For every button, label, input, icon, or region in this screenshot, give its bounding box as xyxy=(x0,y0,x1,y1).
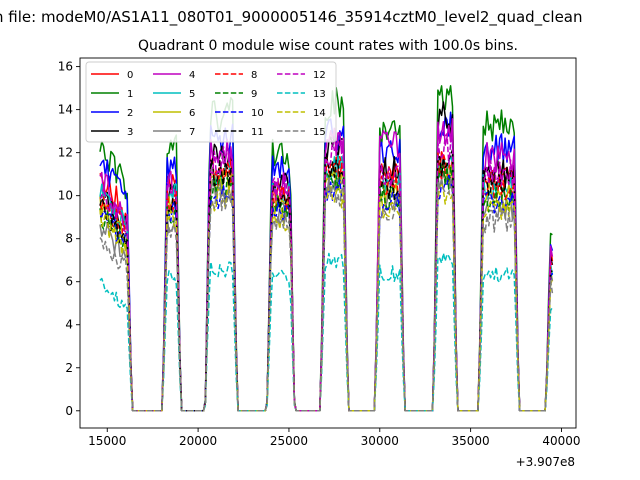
legend-label-1: 1 xyxy=(127,89,133,100)
y-tick-label: 6 xyxy=(65,275,73,289)
legend-label-8: 8 xyxy=(251,70,257,81)
x-tick-label: 15000 xyxy=(88,434,126,448)
y-tick-label: 16 xyxy=(58,60,73,74)
legend-label-10: 10 xyxy=(251,108,264,119)
series-layer xyxy=(99,85,554,412)
legend-label-6: 6 xyxy=(189,108,195,119)
x-tick-label: 20000 xyxy=(179,434,217,448)
plot-frame xyxy=(79,57,577,429)
x-tick-label: 30000 xyxy=(361,434,399,448)
legend-label-15: 15 xyxy=(313,127,326,138)
x-offset-label: +3.907e8 xyxy=(516,455,575,469)
series-line-9 xyxy=(99,162,554,412)
y-tick-label: 4 xyxy=(65,318,73,332)
x-tick-label: 35000 xyxy=(452,434,490,448)
x-tick-label: 25000 xyxy=(270,434,308,448)
y-tick-label: 14 xyxy=(58,103,73,117)
chart-title: Quadrant 0 module wise count rates with … xyxy=(138,38,518,54)
legend-label-0: 0 xyxy=(127,70,133,81)
legend-frame xyxy=(85,61,337,143)
legend-label-4: 4 xyxy=(189,70,195,81)
legend-label-5: 5 xyxy=(189,89,195,100)
legend-label-9: 9 xyxy=(251,89,257,100)
y-tick-label: 8 xyxy=(65,232,73,246)
legend-label-13: 13 xyxy=(313,89,326,100)
y-tick-label: 2 xyxy=(65,361,73,375)
series-line-14 xyxy=(99,181,554,412)
legend-label-2: 2 xyxy=(127,108,133,119)
legend-label-3: 3 xyxy=(127,127,133,138)
y-tick-label: 12 xyxy=(58,146,73,160)
legend-label-12: 12 xyxy=(313,70,326,81)
x-tick-label: 40000 xyxy=(542,434,580,448)
series-line-11 xyxy=(99,149,553,412)
legend-label-14: 14 xyxy=(313,108,326,119)
series-line-15 xyxy=(99,177,554,412)
axes-layer: 15000 20000 25000 30000 35000 400000246810121… xyxy=(58,60,581,448)
y-tick-label: 10 xyxy=(58,189,73,203)
figure-suptitle: n file: modeM0/AS1A11_080T01_9000005146_… xyxy=(0,8,583,27)
legend-label-11: 11 xyxy=(251,127,264,138)
y-tick-label: 0 xyxy=(65,404,73,418)
legend-label-7: 7 xyxy=(189,127,195,138)
